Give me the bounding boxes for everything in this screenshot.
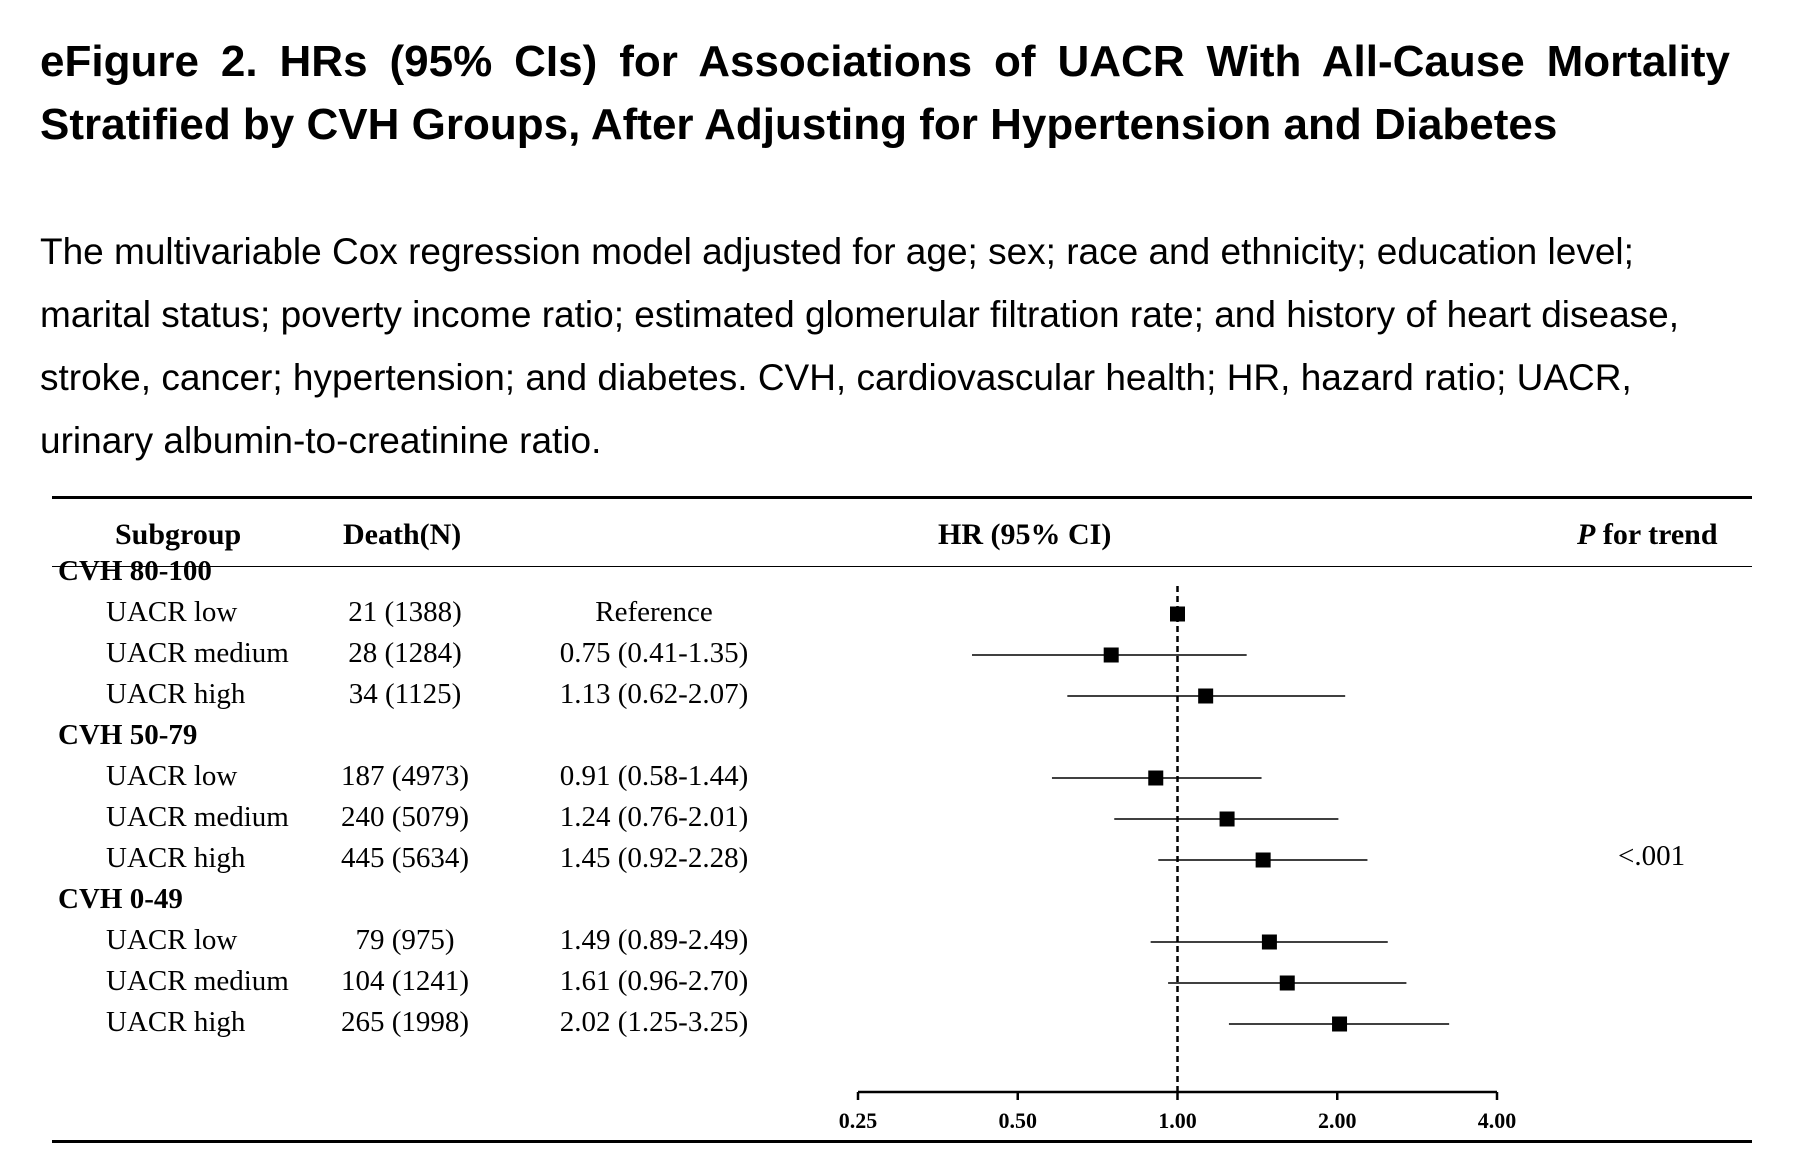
hr-point xyxy=(1198,689,1213,704)
hr-point xyxy=(1104,648,1119,663)
x-tick-label: 4.00 xyxy=(1478,1108,1517,1133)
hr-point xyxy=(1280,976,1295,991)
x-tick-label: 0.25 xyxy=(839,1108,878,1133)
hr-point xyxy=(1256,853,1271,868)
x-tick-label: 2.00 xyxy=(1318,1108,1357,1133)
hr-point xyxy=(1148,771,1163,786)
hr-point xyxy=(1262,935,1277,950)
x-tick-label: 1.00 xyxy=(1158,1108,1197,1133)
hr-point xyxy=(1332,1017,1347,1032)
hr-point xyxy=(1170,607,1185,622)
x-tick-label: 0.50 xyxy=(999,1108,1038,1133)
hr-point xyxy=(1220,812,1235,827)
